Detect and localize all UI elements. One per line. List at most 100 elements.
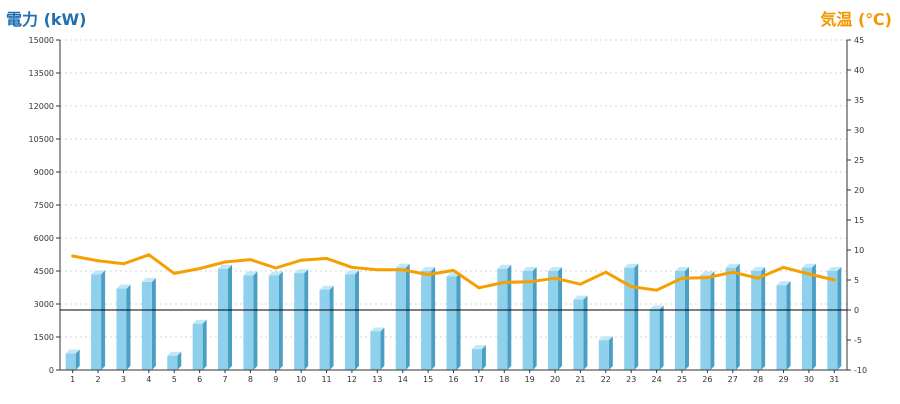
temperature-series [71,253,836,292]
bar-side [735,263,740,370]
x-tick-label: 31 [829,375,839,384]
bar [370,327,385,370]
right-tick-label: 35 [854,96,864,105]
bar-top [294,269,309,274]
temperature-point [274,266,278,270]
bar [91,270,106,370]
bar [776,281,791,370]
bar-side [380,327,385,370]
bar-top [548,267,563,271]
bar-side [786,281,791,370]
bar-side [634,263,639,370]
bar-top [751,267,766,271]
bar [725,263,740,370]
bar-front [395,267,406,370]
temperature-point [731,270,735,274]
temperature-point [604,270,608,274]
bar-top [167,351,182,356]
bar-side [684,267,689,370]
temperature-point [223,260,227,264]
x-tick-label: 30 [804,375,814,384]
temperature-point [705,276,709,279]
temperature-point [782,266,785,269]
bar-top [674,267,689,271]
bar-front [268,275,279,370]
bar-front [700,275,711,370]
left-tick-label: 1500 [34,333,54,342]
left-tick-label: 15000 [29,36,54,45]
bar-front [446,276,457,370]
x-tick-label: 9 [273,375,278,384]
temperature-point [452,269,455,272]
temperature-point [375,268,379,272]
bar-side [202,319,207,370]
bar-side [405,263,410,370]
left-tick-label: 9000 [34,168,54,177]
temperature-point [172,272,176,275]
bar [446,272,461,370]
bar [801,263,816,370]
temperature-point [299,258,303,262]
temperature-point [756,276,760,280]
bar-side [811,263,816,370]
right-tick-label: -10 [854,366,867,375]
bar-front [573,299,584,370]
grid [60,39,847,338]
x-tick-label: 8 [248,375,253,384]
bar-front [319,289,330,370]
temperature-point [122,262,125,266]
left-tick-label: 7500 [34,201,54,210]
temperature-point [832,278,836,282]
bar-front [497,268,508,370]
x-tick-label: 20 [550,375,560,384]
bar-top [370,327,385,332]
bar-side [761,267,766,370]
temperature-point [147,253,151,257]
bar [548,267,563,370]
bar [167,351,182,370]
bar-front [522,271,533,370]
right-tick-label: 25 [854,156,864,165]
x-tick-label: 15 [423,375,433,384]
x-tick-label: 12 [347,375,357,384]
temperature-point [350,266,354,269]
bar [471,345,486,370]
temperature-point [426,273,430,276]
x-tick-label: 17 [474,375,484,384]
bar-top [116,284,131,289]
bar-side [354,270,359,370]
bar-front [91,274,102,370]
bar-top [801,263,816,268]
bar-side [608,336,613,370]
bar-front [116,288,127,370]
temperature-point [655,288,658,292]
right-tick-label: 10 [854,246,864,255]
right-tick-label: 5 [854,276,859,285]
x-tick-label: 16 [448,375,458,384]
bar [674,267,689,370]
bar-side [228,264,233,370]
bar-side [126,284,131,370]
bar-top [700,271,715,276]
bar [649,305,664,370]
x-tick-label: 18 [499,375,509,384]
right-tick-label: 45 [854,36,864,45]
bar-front [344,274,355,370]
x-tick-label: 2 [96,375,101,384]
bar-side [481,345,486,370]
bar-front [598,340,609,370]
bar [344,270,359,370]
temperature-point [629,285,633,288]
x-tick-label: 11 [321,375,331,384]
left-axis-title: 電力 (kW) [6,10,87,29]
tick-labels: 0 1500 3000 4500 6000 7500 9000 10500 12000 13500… [29,36,868,384]
x-tick-label: 6 [197,375,202,384]
bar-front [674,271,685,370]
bar-side [177,351,182,370]
bar-front [218,268,229,370]
right-tick-label: 15 [854,216,864,225]
bar-side [710,271,715,370]
bar-side [837,267,842,370]
bar-front [167,355,178,370]
